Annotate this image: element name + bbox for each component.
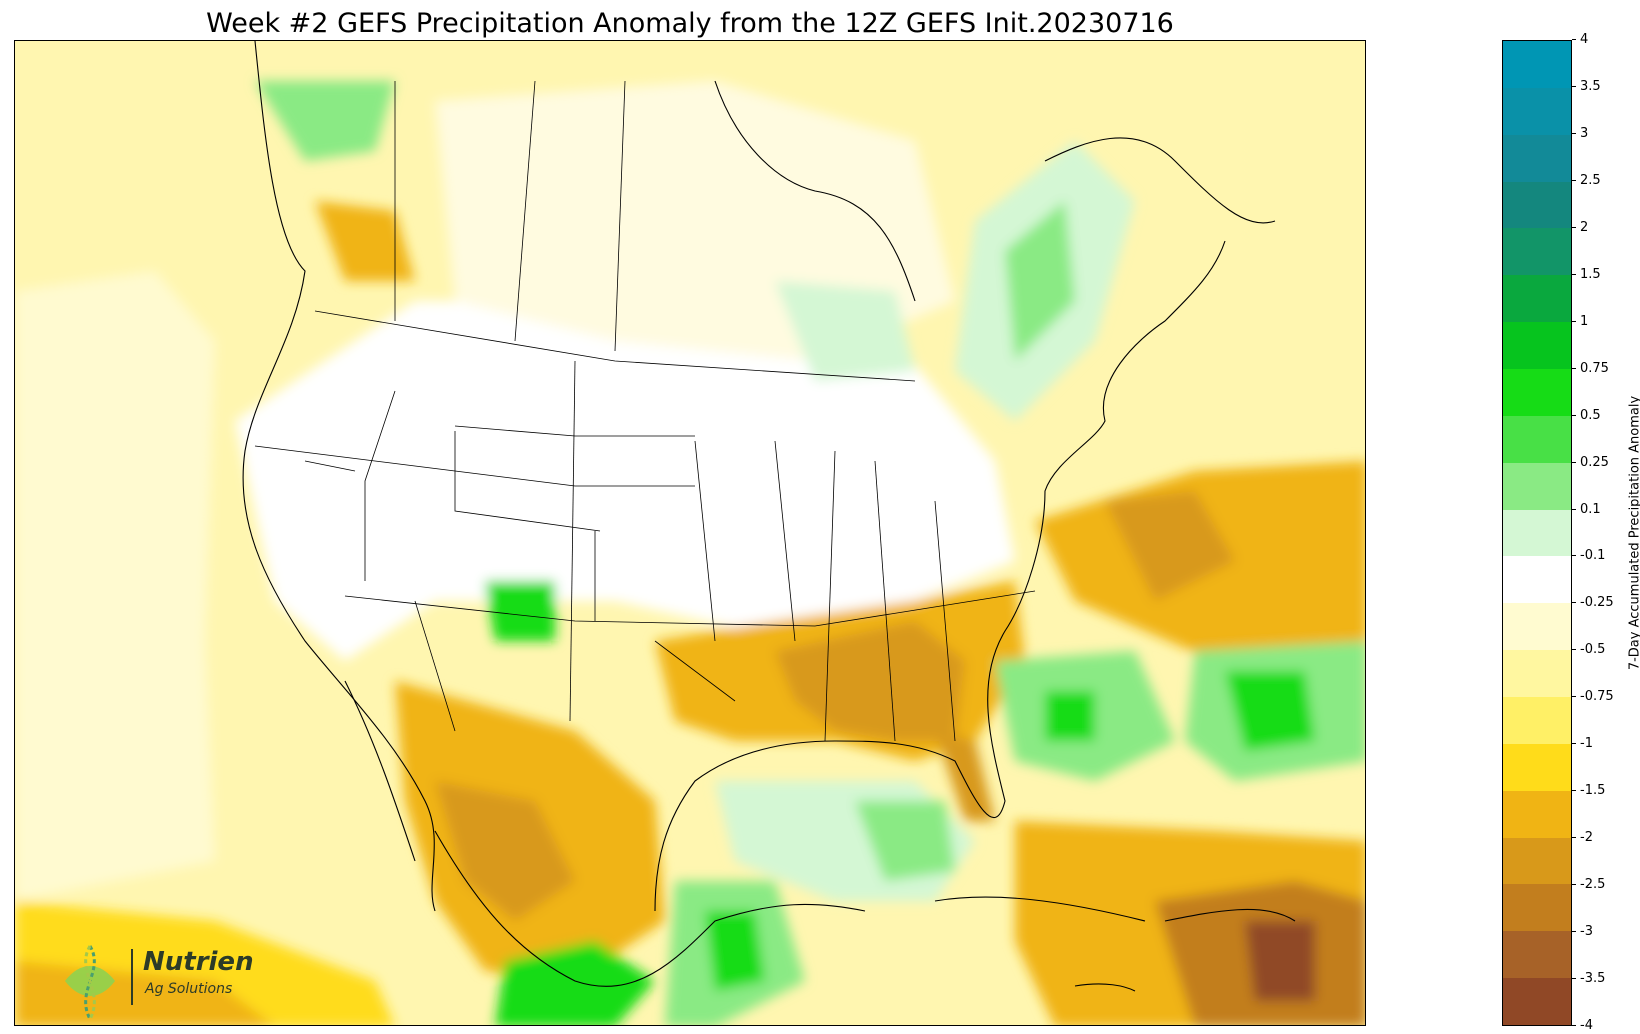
colorbar-segment bbox=[1503, 41, 1571, 88]
colorbar-tick-label: -0.25 bbox=[1572, 596, 1614, 610]
anomaly-region bbox=[495, 941, 655, 1025]
anomaly-region bbox=[1005, 201, 1075, 361]
anomaly-region bbox=[255, 81, 395, 161]
colorbar-tick-label: 3 bbox=[1572, 126, 1588, 141]
colorbar-segment bbox=[1503, 462, 1571, 510]
colorbar-tick-label: 2.5 bbox=[1572, 173, 1601, 188]
colorbar-tick-label: 3.5 bbox=[1572, 79, 1601, 94]
colorbar-label: 7-Day Accumulated Precipitation Anomaly bbox=[1627, 395, 1640, 671]
colorbar-segment bbox=[1503, 931, 1571, 979]
anomaly-region bbox=[775, 621, 965, 741]
anomaly-region bbox=[1225, 671, 1315, 751]
anomaly-region bbox=[315, 201, 415, 281]
nutrien-logo: Nutrien Ag Solutions bbox=[55, 941, 275, 1021]
anomaly-region bbox=[775, 281, 915, 381]
colorbar-segment bbox=[1503, 369, 1571, 416]
colorbar-segment bbox=[1503, 603, 1571, 651]
colorbar-segment bbox=[1503, 134, 1571, 182]
colorbar-tick-label: 0.1 bbox=[1572, 502, 1601, 517]
colorbar-tick-label: -2 bbox=[1572, 831, 1593, 845]
colorbar-tick-label: 0.5 bbox=[1572, 408, 1601, 423]
colorbar-tick-label: -1.5 bbox=[1572, 784, 1605, 798]
colorbar-tick-label: -1 bbox=[1572, 737, 1593, 751]
colorbar-tick-label: -0.5 bbox=[1572, 643, 1605, 657]
colorbar-tick-label: -3.5 bbox=[1572, 972, 1605, 986]
colorbar-segment bbox=[1503, 650, 1571, 698]
state-borders bbox=[254, 80, 1036, 742]
anomaly-region bbox=[1105, 491, 1235, 601]
colorbar-segment bbox=[1503, 790, 1571, 838]
colorbar-tick-label: -3 bbox=[1572, 925, 1593, 939]
nutrien-logo-mark bbox=[65, 945, 115, 1020]
logo-name: Nutrien bbox=[143, 947, 254, 977]
colorbar-segment bbox=[1503, 87, 1571, 135]
colorbar-segment bbox=[1503, 697, 1571, 744]
colorbar-tick-label: 4 bbox=[1572, 33, 1588, 47]
colorbar-tick-label: 0.75 bbox=[1572, 361, 1609, 376]
colorbar-tick-label: -0.1 bbox=[1572, 549, 1605, 563]
colorbar-segment bbox=[1503, 978, 1571, 1026]
anomaly-region bbox=[15, 271, 215, 901]
colorbar-tick-label: 2 bbox=[1572, 220, 1588, 235]
colorbar-segment bbox=[1503, 181, 1571, 229]
colorbar-segment bbox=[1503, 322, 1571, 370]
anomaly-region bbox=[1245, 921, 1315, 1001]
colorbar-segment bbox=[1503, 837, 1571, 885]
colorbar-tick-label: 0.25 bbox=[1572, 455, 1609, 470]
logo-subtitle: Ag Solutions bbox=[145, 981, 233, 997]
anomaly-region bbox=[705, 911, 765, 991]
map-title: Week #2 GEFS Precipitation Anomaly from … bbox=[206, 8, 1174, 39]
colorbar-tick-label: 1.5 bbox=[1572, 267, 1601, 282]
colorbar-segment bbox=[1503, 228, 1571, 276]
colorbar-segment bbox=[1503, 884, 1571, 932]
anomaly-region bbox=[1045, 691, 1095, 741]
anomaly-region bbox=[435, 781, 575, 921]
anomaly-region bbox=[485, 581, 555, 641]
colorbar-segment bbox=[1503, 509, 1571, 557]
colorbar-segment bbox=[1503, 556, 1571, 604]
anomaly-region bbox=[855, 801, 955, 881]
logo-divider bbox=[131, 949, 133, 1005]
anomaly-region bbox=[935, 731, 995, 821]
colorbar-segment bbox=[1503, 415, 1571, 463]
colorbar bbox=[1502, 40, 1572, 1026]
colorbar-segment bbox=[1503, 743, 1571, 791]
colorbar-segment bbox=[1503, 275, 1571, 323]
colorbar-tick-label: -2.5 bbox=[1572, 878, 1605, 892]
colorbar-tick-label: -4 bbox=[1572, 1019, 1593, 1033]
anomaly-region bbox=[235, 301, 1015, 661]
colorbar-tick-label: -0.75 bbox=[1572, 690, 1614, 704]
colorbar-ticks: 4 3.5 3 2.5 2 1.5 1 0.75 0.5 0.25 0.1 -0.1 -0.25 -0.5… bbox=[1572, 33, 1622, 1033]
colorbar-tick-label: 1 bbox=[1572, 314, 1588, 329]
coastlines bbox=[242, 41, 1296, 992]
precipitation-anomaly-map: Nutrien Ag Solutions bbox=[14, 40, 1366, 1026]
